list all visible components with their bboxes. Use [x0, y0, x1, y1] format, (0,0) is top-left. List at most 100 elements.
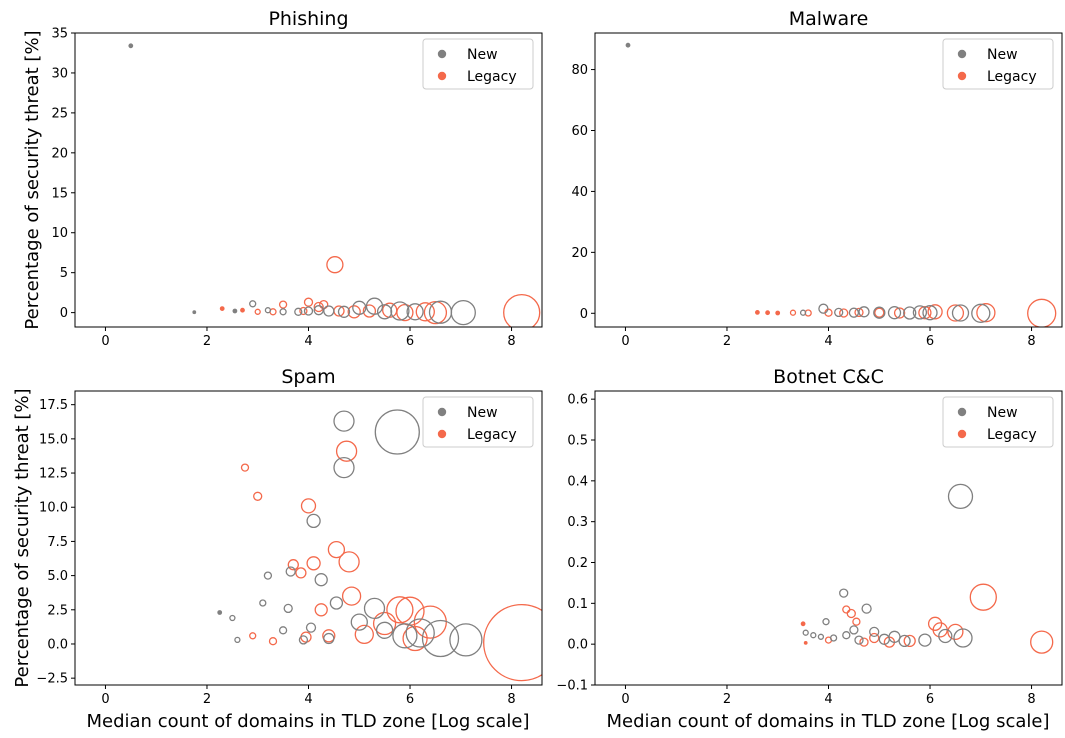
y-tick-label: 2.5: [47, 603, 68, 618]
data-point-new: [314, 573, 328, 587]
data-point-new: [306, 513, 321, 529]
data-point-new: [450, 299, 476, 326]
x-tick-label: 6: [926, 334, 934, 349]
y-tick-label: 0.4: [567, 474, 588, 489]
data-point-legacy: [789, 309, 797, 316]
data-point-legacy: [322, 629, 336, 643]
data-point-legacy: [386, 596, 414, 624]
legend-frame: [422, 396, 534, 448]
y-tick-label: 30: [51, 66, 68, 81]
data-point-new: [858, 306, 870, 318]
data-point-legacy: [306, 556, 321, 571]
data-point-legacy: [1030, 630, 1054, 654]
data-point-legacy: [852, 617, 861, 626]
data-point-new: [333, 410, 355, 432]
data-point-legacy: [846, 608, 856, 619]
x-tick-label: 0: [101, 334, 109, 349]
data-point-legacy: [854, 307, 864, 318]
data-point-legacy: [413, 605, 447, 639]
legend-frame: [942, 396, 1054, 448]
data-point-legacy: [219, 306, 225, 312]
legend-marker-legacy: [957, 71, 967, 81]
marker-layer: [625, 42, 1057, 327]
data-point-new: [217, 610, 223, 615]
legend-marker-new: [957, 407, 967, 417]
data-point-legacy: [402, 625, 428, 652]
data-point-new: [810, 632, 817, 639]
data-point-legacy: [842, 605, 851, 614]
data-point-legacy: [335, 440, 358, 462]
data-point-new: [323, 632, 335, 645]
data-point-new: [887, 306, 902, 320]
data-point-legacy: [859, 637, 869, 647]
chart-panel-0: Phishing 0 2 4 6 8 0 5 10 15 20 25 30 35 New Legacy: [51, 8, 543, 349]
data-point-legacy: [415, 302, 435, 322]
data-point-new: [323, 305, 335, 317]
data-point-new: [842, 631, 851, 640]
marker-layer: [128, 43, 541, 327]
data-point-legacy: [927, 616, 943, 631]
data-point-new: [390, 301, 410, 321]
legend-label: New: [987, 47, 1018, 63]
y-tick-label: 0.3: [567, 515, 588, 530]
data-point-new: [829, 634, 838, 642]
marker-layer: [217, 409, 542, 682]
x-tick-label: 0: [621, 692, 629, 707]
data-point-new: [392, 623, 418, 649]
x-tick-label: 4: [824, 334, 832, 349]
data-point-legacy: [240, 463, 250, 472]
legend-label: New: [467, 405, 498, 421]
data-point-legacy: [946, 304, 965, 322]
data-point-new: [912, 305, 928, 320]
data-point-new: [192, 310, 197, 315]
legend-label: New: [467, 47, 498, 63]
data-point-legacy: [869, 632, 880, 644]
data-point-new: [374, 409, 420, 455]
y-tick-label: 10: [51, 226, 68, 241]
data-point-new: [888, 630, 901, 643]
legend-frame: [422, 38, 534, 90]
y-tick-label: 80: [571, 63, 588, 78]
x-tick-label: 0: [101, 692, 109, 707]
data-point-new: [229, 614, 236, 622]
data-point-legacy: [800, 621, 806, 627]
x-tick-label: 8: [507, 334, 515, 349]
data-point-new: [817, 633, 825, 640]
data-point-legacy: [765, 310, 770, 316]
data-point-new: [849, 625, 859, 635]
legend: New Legacy: [422, 38, 534, 90]
data-point-legacy: [362, 304, 377, 318]
data-point-legacy: [326, 256, 344, 274]
legend: New Legacy: [942, 396, 1054, 448]
y-tick-label: 0.2: [567, 556, 588, 571]
legend-marker-new: [957, 49, 967, 59]
y-tick-label: 0.5: [567, 434, 588, 449]
data-point-new: [363, 597, 386, 620]
y-axis-label: Percentage of security threat [%]: [22, 30, 43, 329]
y-tick-label: 15.0: [39, 432, 68, 447]
y-tick-label: 25: [51, 106, 68, 121]
data-point-legacy: [327, 540, 346, 559]
data-point-legacy: [969, 583, 997, 611]
y-axis-label: Percentage of security threat [%]: [12, 388, 33, 687]
data-point-new: [329, 596, 344, 610]
data-point-legacy: [893, 307, 906, 319]
data-point-legacy: [303, 297, 314, 307]
data-point-new: [861, 603, 872, 614]
y-tick-label: 17.5: [39, 398, 68, 413]
data-point-legacy: [300, 498, 317, 514]
x-tick-label: 2: [203, 692, 211, 707]
data-point-legacy: [918, 306, 932, 320]
x-tick-label: 2: [723, 334, 731, 349]
data-point-legacy: [253, 491, 263, 501]
y-tick-label: 0: [60, 306, 68, 321]
data-point-new: [285, 566, 296, 577]
data-point-new: [234, 636, 241, 644]
panel-title: Botnet C&C: [773, 366, 884, 388]
data-point-new: [376, 304, 393, 320]
y-tick-label: 12.5: [39, 467, 68, 482]
chart-panel-2: Spam 0 2 4 6 8 −2.5 0.0 2.5 5.0 7.5 10.0 12.5 15.0 17.…: [36, 366, 543, 707]
data-point-new: [375, 621, 394, 639]
legend-label: Legacy: [987, 427, 1037, 443]
data-point-legacy: [299, 306, 308, 316]
